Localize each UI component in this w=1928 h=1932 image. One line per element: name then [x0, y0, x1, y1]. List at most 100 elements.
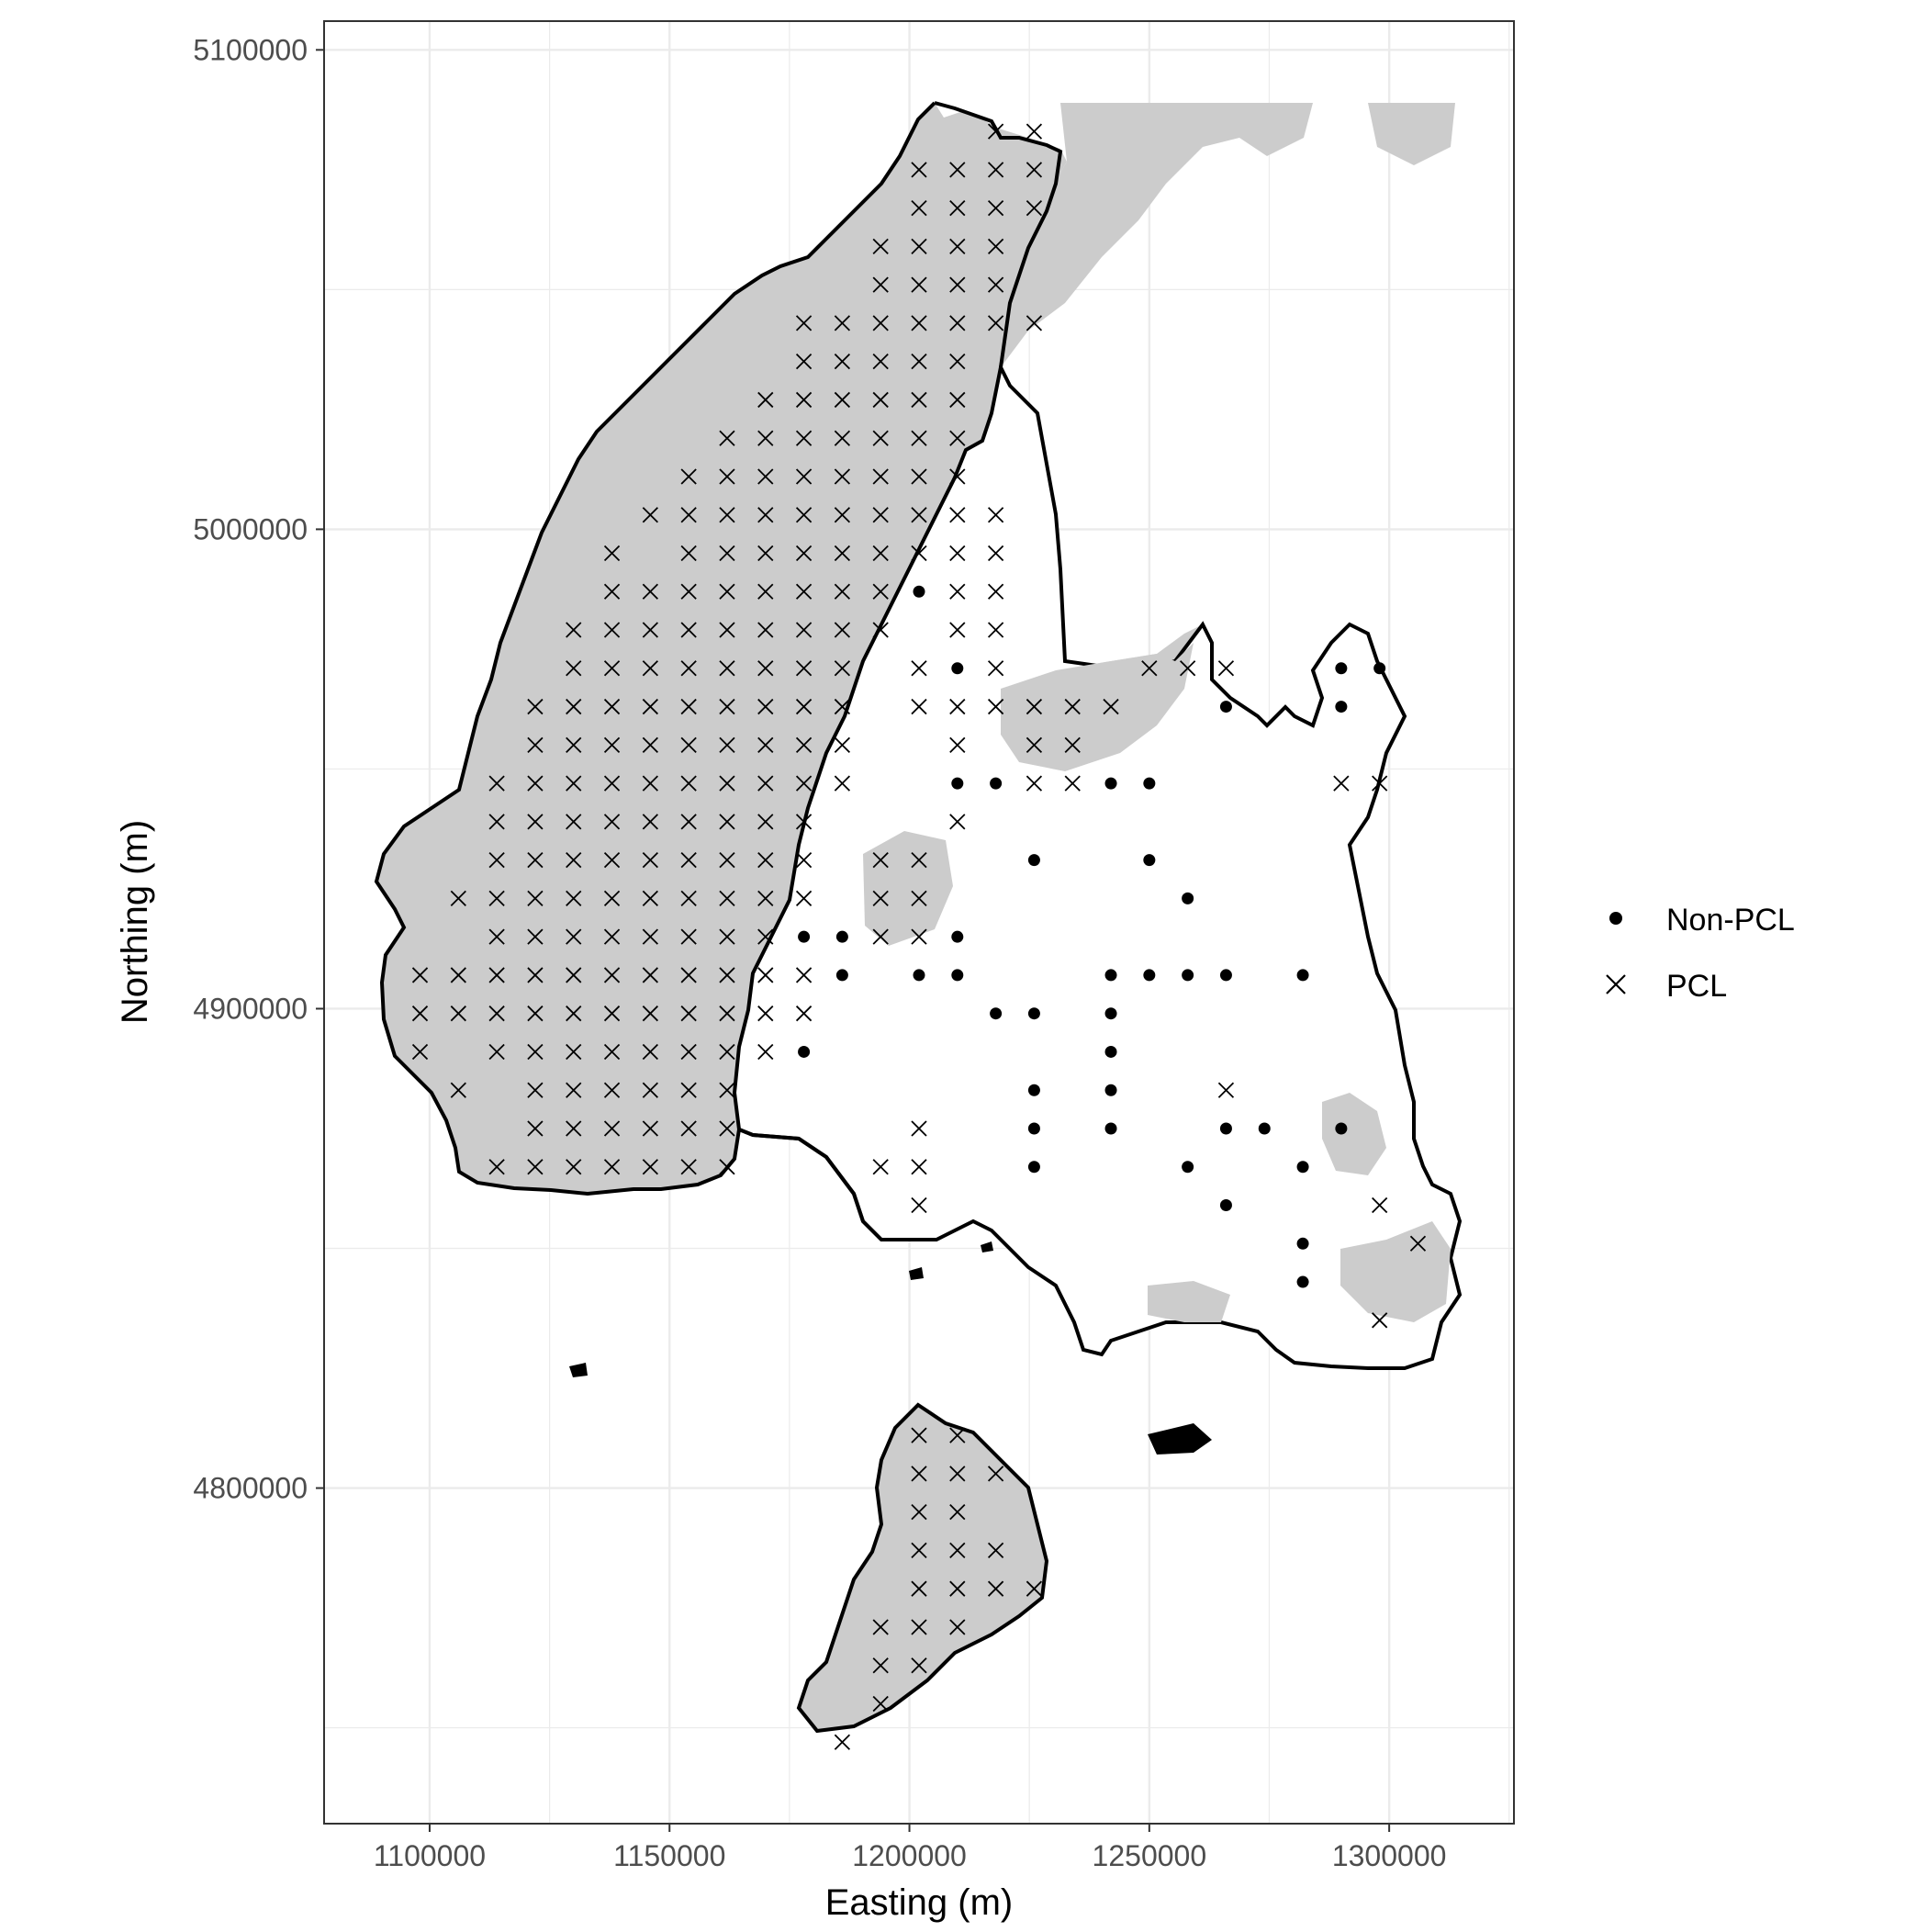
coastline-west: [374, 101, 936, 1241]
non-pcl-point: [835, 969, 848, 982]
pcl-point: [719, 967, 735, 983]
non-pcl-point: [951, 930, 964, 943]
pcl-point: [949, 698, 966, 715]
pcl-point: [566, 698, 582, 715]
pcl-point: [834, 698, 851, 715]
x-tick-label: 1150000: [613, 1839, 725, 1872]
pcl-point: [680, 507, 697, 523]
pcl-point: [834, 583, 851, 600]
y-tick-label: 4900000: [193, 992, 308, 1025]
pcl-point: [949, 238, 966, 255]
pcl-point: [603, 698, 621, 715]
non-pcl-point: [1027, 1007, 1040, 1020]
non-pcl-point: [1182, 1161, 1194, 1174]
x-tick-label: 1200000: [852, 1839, 967, 1872]
pcl-point: [719, 1159, 735, 1175]
pcl-point: [795, 583, 813, 600]
pcl-point: [642, 928, 658, 945]
pcl-point: [795, 507, 813, 523]
pcl-point: [680, 814, 697, 830]
pcl-point: [603, 1120, 621, 1137]
non-pcl-point: [951, 662, 964, 675]
pcl-point: [450, 1005, 466, 1022]
pcl-point: [872, 1619, 889, 1635]
pcl-point: [872, 507, 889, 523]
pcl-point: [719, 890, 735, 907]
pcl-point: [911, 276, 927, 293]
pcl-point: [527, 736, 544, 753]
non-pcl-point: [1027, 1122, 1040, 1135]
pcl-point: [911, 660, 927, 677]
pcl-point: [488, 775, 505, 792]
pcl-point: [872, 315, 889, 331]
pcl-point: [566, 890, 582, 907]
pcl-point: [527, 890, 544, 907]
pcl-point: [488, 1005, 505, 1022]
pcl-point: [642, 814, 658, 830]
non-pcl-point: [913, 585, 925, 598]
non-pcl-point: [1258, 1122, 1271, 1135]
pcl-point: [987, 238, 1004, 255]
pcl-point: [949, 1580, 966, 1597]
pcl-point: [603, 851, 621, 869]
pcl-point: [911, 1542, 927, 1559]
pcl-point: [527, 698, 544, 715]
pcl-point: [719, 583, 735, 600]
pcl-point: [872, 391, 889, 409]
pcl-point: [680, 468, 697, 485]
pcl-point: [488, 814, 505, 830]
pcl-point: [719, 660, 735, 677]
non-pcl-point: [1143, 777, 1156, 790]
pcl-patch: [863, 831, 953, 946]
island-south-coast: [796, 1402, 1049, 1734]
pcl-point: [757, 391, 774, 409]
pcl-point: [757, 583, 774, 600]
pcl-point: [911, 1580, 927, 1597]
pcl-point: [411, 1005, 429, 1022]
y-axis-title: Northing (m): [115, 820, 155, 1024]
pcl-point: [603, 775, 621, 792]
pcl-point: [911, 1504, 927, 1521]
pcl-point: [642, 890, 658, 907]
pcl-point: [1372, 1312, 1388, 1329]
non-pcl-point: [798, 930, 811, 943]
non-pcl-point: [1219, 1199, 1232, 1212]
pcl-point: [911, 1466, 927, 1482]
pcl-point: [987, 1580, 1004, 1597]
pcl-point: [566, 1082, 582, 1098]
pcl-point: [411, 967, 429, 983]
pcl-point: [949, 507, 966, 523]
pcl-patch: [1322, 1093, 1386, 1175]
pcl-island-south: [799, 1405, 1047, 1731]
non-pcl-point: [1296, 1237, 1309, 1250]
pcl-point: [1026, 199, 1043, 217]
non-pcl-point: [1104, 777, 1117, 790]
pcl-point: [680, 775, 697, 792]
pcl-point: [527, 1005, 544, 1022]
pcl-patch: [1001, 643, 1194, 771]
pcl-point: [642, 1082, 658, 1098]
pcl-point: [488, 967, 505, 983]
pcl-point: [757, 698, 774, 715]
pcl-point: [488, 890, 505, 907]
pcl-point: [719, 736, 735, 753]
x-tick-label: 1300000: [1332, 1839, 1447, 1872]
non-pcl-point: [1335, 701, 1348, 713]
pcl-point: [680, 1043, 697, 1061]
non-pcl-point: [1296, 1275, 1309, 1288]
pcl-point: [1180, 660, 1196, 677]
pcl-point: [949, 1619, 966, 1635]
pcl-point: [642, 1043, 658, 1061]
pcl-point: [795, 622, 813, 638]
pcl-point: [757, 928, 774, 945]
pcl-point: [603, 967, 621, 983]
pcl-point: [566, 1159, 582, 1175]
pcl-patch: [1148, 1281, 1230, 1322]
pcl-point: [795, 967, 813, 983]
pcl-point: [911, 315, 927, 331]
non-pcl-point: [1143, 969, 1156, 982]
pcl-point: [1026, 162, 1043, 178]
pcl-point: [603, 660, 621, 677]
pcl-points: [411, 123, 1427, 1750]
